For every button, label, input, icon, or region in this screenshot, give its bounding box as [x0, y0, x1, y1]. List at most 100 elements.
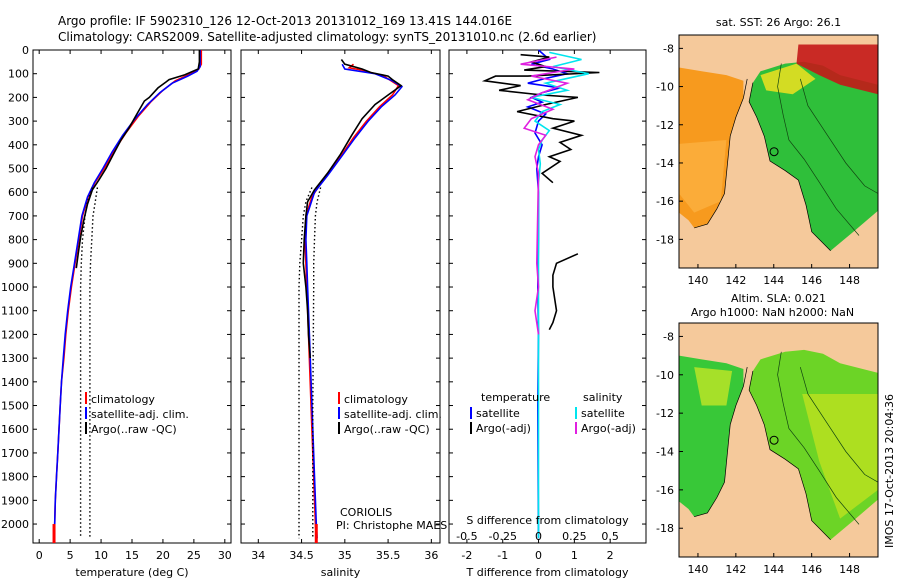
- sla-map-coastline-west: [694, 367, 748, 518]
- sst-map-xtick-label: 146: [801, 274, 822, 287]
- temperature-xtick-label: 15: [125, 549, 139, 562]
- salinity-series-argo: [302, 59, 403, 359]
- difference-xlabel: T difference from climatology: [466, 566, 629, 579]
- annotation-pi: PI: Christophe MAES: [336, 519, 447, 532]
- temperature-series-satellite-adj-clim-: [53, 50, 201, 539]
- legend-label-t-satellite: satellite: [476, 407, 520, 420]
- difference-chart: -2 -1 0 1 2 T difference from climatology -0.5…: [448, 49, 647, 579]
- salinity-series-clim-sd-high: [312, 187, 322, 539]
- sla-map-ytick-label: -12: [656, 407, 674, 420]
- sst-map-ytick-label: -10: [656, 81, 674, 94]
- sla-map-sla-high: [802, 394, 878, 519]
- sst-map-coastline-east: [748, 82, 831, 252]
- salinity-xtick-label: 36: [424, 549, 438, 562]
- credit-label: IMOS 17-Oct-2013 20:04:36: [883, 393, 896, 548]
- difference-xtick-label: -1: [497, 549, 508, 562]
- depth-tick-label: 800: [8, 234, 29, 247]
- temperature-xtick-label: 20: [156, 549, 170, 562]
- legend-header-temperature: temperature: [481, 391, 550, 404]
- legend-label-satellite: satellite-adj. clim.: [91, 408, 189, 421]
- sst-map-float-marker: [769, 147, 779, 157]
- sst-map-ytick-label: -18: [656, 233, 674, 246]
- sst-map-yellow-patch: [760, 63, 816, 95]
- depth-tick-label: 1100: [1, 305, 29, 318]
- sla-map-xtick-label: 146: [801, 563, 822, 576]
- temperature-xtick-label: 10: [94, 549, 108, 562]
- sla-map-contour-2000: [799, 367, 879, 483]
- difference-axes-frame: [448, 49, 647, 544]
- depth-tick-label: 1600: [1, 423, 29, 436]
- difference-top-tick-label: -0.5: [456, 530, 477, 543]
- temperature-xtick-label: 0: [36, 549, 43, 562]
- legend-label-satellite: satellite-adj. clim.: [344, 408, 442, 421]
- difference-top-tick-label: -0.25: [488, 530, 516, 543]
- legend-label-argo: Argo(..raw -QC): [91, 423, 177, 436]
- difference-top-tick-label: 0: [535, 530, 542, 543]
- salinity-xtick-label: 34: [251, 549, 265, 562]
- sla-map-coastline-east: [748, 370, 831, 540]
- temperature-xtick-label: 5: [67, 549, 74, 562]
- depth-tick-label: 1300: [1, 352, 29, 365]
- difference-top-tick-label: 0.5: [601, 530, 619, 543]
- legend-header-salinity: salinity: [583, 391, 623, 404]
- sst-map-ytick-label: -16: [656, 195, 674, 208]
- depth-tick-label: 1200: [1, 328, 29, 341]
- sst-map-gulf-core: [679, 140, 727, 213]
- sla-map-ytick-label: -18: [656, 522, 674, 535]
- title-line-1: Argo profile: IF 5902310_126 12-Oct-2013…: [58, 14, 512, 28]
- depth-tick-label: 600: [8, 186, 29, 199]
- depth-tick-label: 1700: [1, 447, 29, 460]
- salinity-xlabel: salinity: [321, 566, 361, 579]
- temperature-series-clim-sd-low: [79, 187, 94, 539]
- salinity-series-clim-sd-low: [298, 187, 313, 539]
- sla-map-xtick-label: 148: [839, 563, 860, 576]
- legend-label-s-argo: Argo(-adj): [581, 422, 636, 435]
- sst-map-xtick-label: 142: [725, 274, 746, 287]
- sla-map-subtitle: Argo h1000: NaN h2000: NaN: [691, 306, 854, 319]
- depth-tick-label: 1400: [1, 376, 29, 389]
- sst-map-ytick-label: -14: [656, 157, 674, 170]
- salinity-chart: 34 34.5 35 35.5 36 salinity climatology satelli…: [240, 49, 447, 579]
- salinity-xtick-label: 34.5: [289, 549, 314, 562]
- depth-tick-label: 400: [8, 139, 29, 152]
- difference-xtick-label: 1: [571, 549, 578, 562]
- legend-label-argo: Argo(..raw -QC): [344, 423, 430, 436]
- sst-map-ytick-label: -8: [663, 42, 674, 55]
- temperature-xlabel: temperature (deg C): [75, 566, 188, 579]
- sla-map-frame: [678, 322, 879, 558]
- depth-tick-label: 700: [8, 210, 29, 223]
- sla-map-sla-gulf-high: [694, 367, 733, 406]
- sla-map-ytick-label: -10: [656, 369, 674, 382]
- sst-map-coastline-west: [694, 78, 748, 229]
- sst-map-xtick-label: 140: [687, 274, 708, 287]
- legend-label-s-satellite: satellite: [581, 407, 625, 420]
- annotation-institution: CORIOLIS: [340, 506, 392, 519]
- depth-tick-label: 300: [8, 115, 29, 128]
- title-line-2: Climatology: CARS2009. Satellite-adjuste…: [58, 30, 596, 44]
- salinity-xtick-label: 35.5: [376, 549, 401, 562]
- difference-series-t-argo-adj-: [481, 53, 600, 184]
- sst-map-ytick-label: -12: [656, 119, 674, 132]
- salinity-xtick-label: 35: [338, 549, 352, 562]
- sla-map-xtick-label: 144: [763, 563, 784, 576]
- difference-series-s-satellite: [531, 51, 589, 539]
- sst-map-contour-1000: [777, 63, 860, 236]
- sla-map-xtick-label: 142: [725, 563, 746, 576]
- legend-label-t-argo: Argo(-adj): [476, 422, 531, 435]
- depth-tick-label: 0: [22, 44, 29, 57]
- difference-top-tick-label: 0.25: [562, 530, 587, 543]
- difference-series-s-argo-adj-: [520, 56, 575, 335]
- temperature-xtick-label: 30: [218, 549, 232, 562]
- sst-map-frame: [678, 34, 879, 269]
- sst-map-coralsea-water: [749, 61, 878, 251]
- sst-map-title: sat. SST: 26 Argo: 26.1: [716, 16, 841, 29]
- difference-xtick-label: 0: [535, 549, 542, 562]
- temperature-chart: 0100200300400500600700800900100011001200…: [1, 44, 232, 579]
- depth-tick-label: 1900: [1, 494, 29, 507]
- difference-top-xlabel: S difference from climatology: [466, 514, 629, 527]
- sla-map-ytick-label: -16: [656, 484, 674, 497]
- sst-map-xtick-label: 144: [763, 274, 784, 287]
- sla-map: 140 142 144 146 148 -8 -10 -12 -14 -16 -18 Altim. S…: [656, 292, 879, 576]
- depth-tick-label: 900: [8, 257, 29, 270]
